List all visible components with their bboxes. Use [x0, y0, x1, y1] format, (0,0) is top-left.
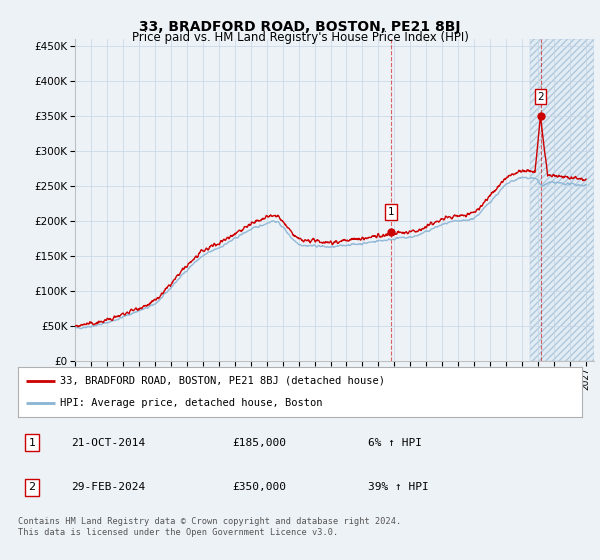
Text: £350,000: £350,000	[232, 482, 286, 492]
Text: 2: 2	[29, 482, 35, 492]
Bar	[530, 39, 594, 361]
Text: £185,000: £185,000	[232, 437, 286, 447]
Text: 21-OCT-2014: 21-OCT-2014	[71, 437, 146, 447]
Text: 2: 2	[537, 92, 544, 101]
Text: 33, BRADFORD ROAD, BOSTON, PE21 8BJ: 33, BRADFORD ROAD, BOSTON, PE21 8BJ	[139, 20, 461, 34]
Text: 39% ↑ HPI: 39% ↑ HPI	[368, 482, 428, 492]
Text: 6% ↑ HPI: 6% ↑ HPI	[368, 437, 422, 447]
Text: 1: 1	[388, 207, 395, 217]
Bar	[530, 39, 594, 361]
Text: Contains HM Land Registry data © Crown copyright and database right 2024.
This d: Contains HM Land Registry data © Crown c…	[18, 517, 401, 536]
Text: HPI: Average price, detached house, Boston: HPI: Average price, detached house, Bost…	[60, 398, 323, 408]
Text: 33, BRADFORD ROAD, BOSTON, PE21 8BJ (detached house): 33, BRADFORD ROAD, BOSTON, PE21 8BJ (det…	[60, 376, 385, 386]
Text: 29-FEB-2024: 29-FEB-2024	[71, 482, 146, 492]
Text: Price paid vs. HM Land Registry's House Price Index (HPI): Price paid vs. HM Land Registry's House …	[131, 31, 469, 44]
Text: 1: 1	[29, 437, 35, 447]
